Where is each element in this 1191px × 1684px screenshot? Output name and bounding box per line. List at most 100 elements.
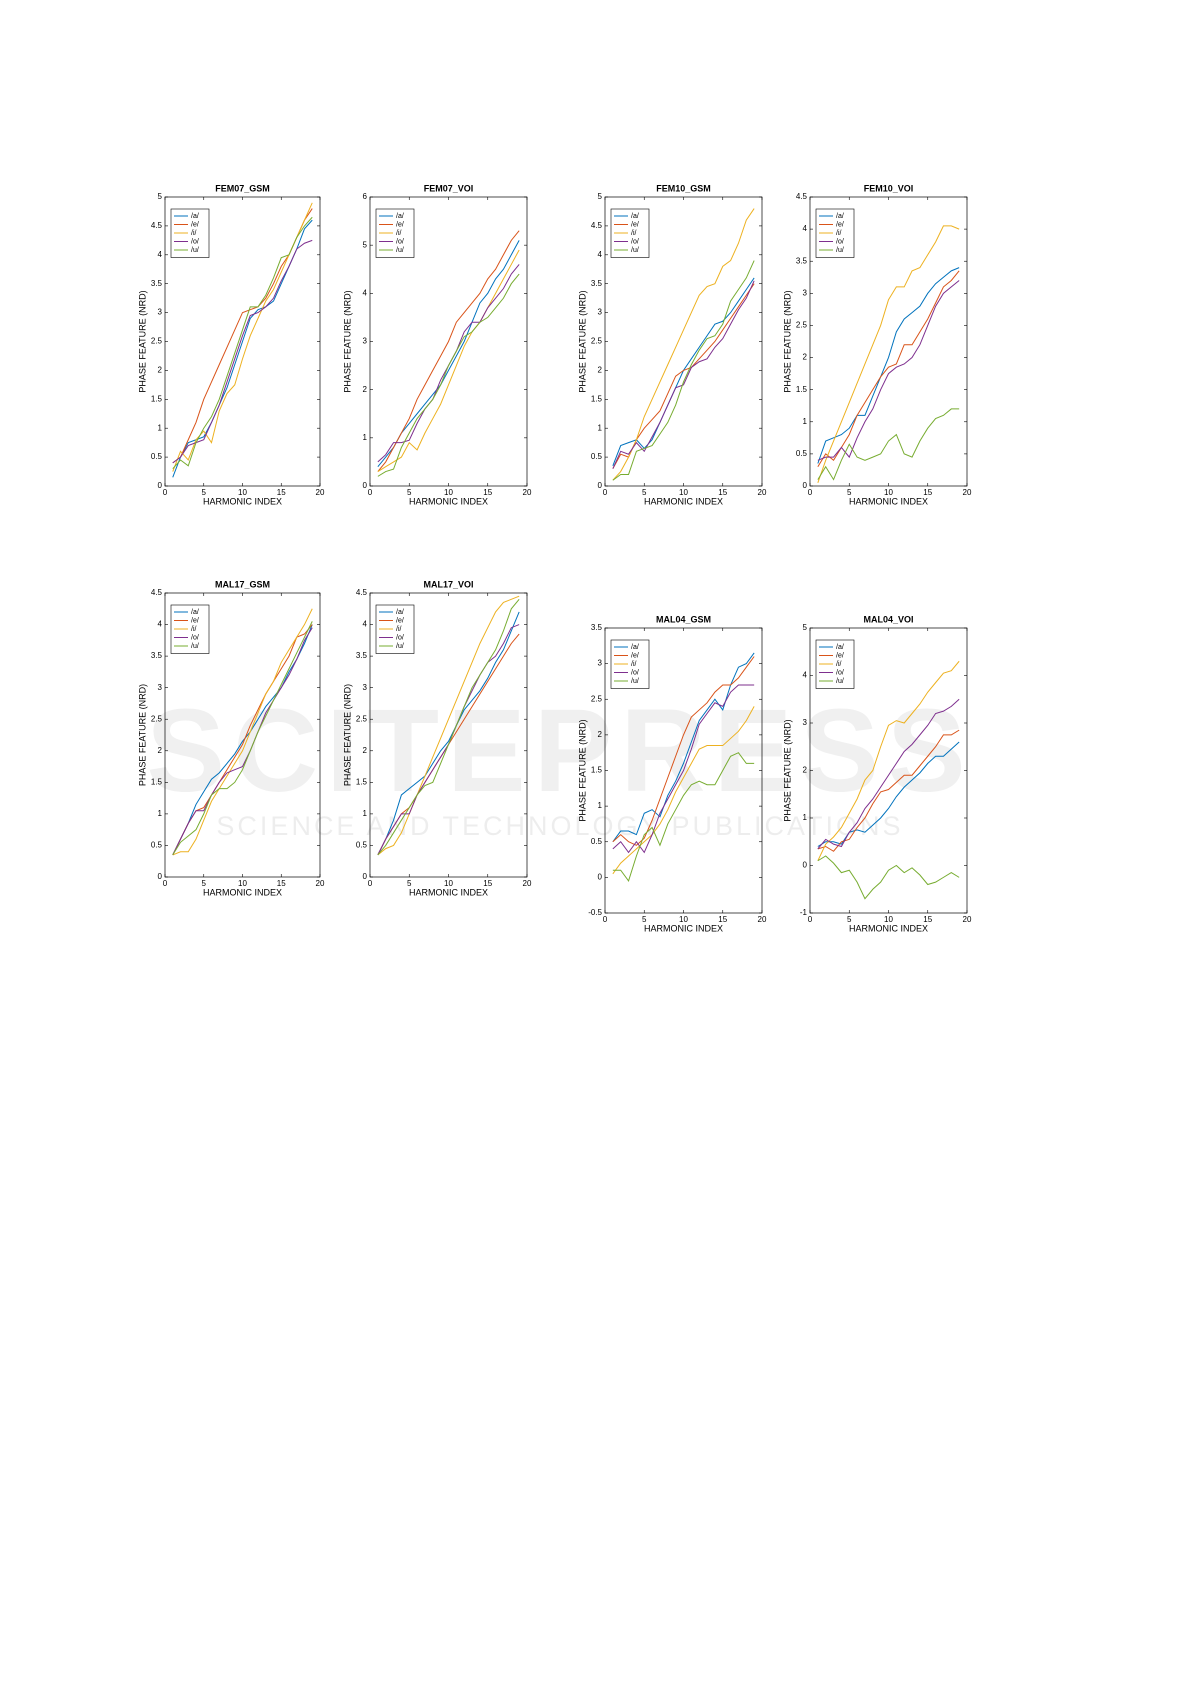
y-tick-label: 0.5 bbox=[591, 452, 603, 461]
legend-label: /e/ bbox=[191, 617, 199, 624]
series-line bbox=[172, 608, 313, 856]
y-tick-label: 3.5 bbox=[591, 279, 603, 288]
plot-frame bbox=[809, 627, 968, 914]
y-tick-label: 1 bbox=[803, 813, 808, 822]
y-tick-label: 2.5 bbox=[591, 337, 603, 346]
y-tick-label: 1 bbox=[598, 423, 603, 432]
legend-label: /a/ bbox=[836, 213, 844, 220]
legend-label: /u/ bbox=[191, 643, 199, 650]
x-tick-label: 0 bbox=[808, 915, 813, 924]
y-tick-label: 4 bbox=[363, 620, 368, 629]
y-tick-label: 0.5 bbox=[591, 837, 603, 846]
y-tick-label: 3 bbox=[363, 683, 368, 692]
legend-label: /a/ bbox=[191, 609, 199, 616]
series-line bbox=[817, 408, 960, 481]
chart-title: FEM07_GSM bbox=[215, 183, 270, 193]
y-tick-label: 2 bbox=[363, 385, 368, 394]
y-axis-label: PHASE FEATURE (NRD) bbox=[577, 290, 587, 392]
y-tick-label: 1.5 bbox=[356, 777, 368, 786]
legend-label: /o/ bbox=[631, 238, 639, 245]
series-line bbox=[612, 208, 755, 481]
y-tick-label: 3 bbox=[598, 308, 603, 317]
series-line bbox=[612, 656, 755, 846]
x-tick-label: 0 bbox=[368, 879, 373, 888]
y-tick-label: 0.5 bbox=[796, 449, 808, 458]
chart-title: FEM10_GSM bbox=[656, 183, 711, 193]
x-tick-label: 10 bbox=[884, 488, 893, 497]
series-line bbox=[612, 260, 755, 481]
series-line bbox=[817, 267, 960, 464]
y-tick-label: 3 bbox=[158, 683, 163, 692]
y-tick-label: 0 bbox=[598, 872, 603, 881]
y-axis-label: PHASE FEATURE (NRD) bbox=[342, 684, 352, 786]
x-tick-label: 20 bbox=[523, 879, 532, 888]
x-tick-label: 15 bbox=[718, 915, 727, 924]
y-axis-label: PHASE FEATURE (NRD) bbox=[577, 719, 587, 821]
series-line bbox=[612, 706, 755, 875]
x-tick-label: 20 bbox=[523, 488, 532, 497]
x-tick-label: 0 bbox=[603, 915, 608, 924]
legend-label: /o/ bbox=[836, 669, 844, 676]
x-tick-label: 5 bbox=[202, 879, 207, 888]
watermark-sub: SCIENCE AND TECHNOLOGY PUBLICATIONS bbox=[216, 811, 903, 841]
legend-label: /o/ bbox=[396, 634, 404, 641]
y-tick-label: -1 bbox=[800, 908, 808, 917]
x-tick-label: 20 bbox=[316, 488, 325, 497]
x-axis-label: HARMONIC INDEX bbox=[203, 496, 282, 506]
x-tick-label: 15 bbox=[277, 488, 286, 497]
chart: FEM10_GSM HARMONIC INDEX PHASE FEATURE (NR… bbox=[577, 183, 767, 506]
x-tick-label: 10 bbox=[238, 488, 247, 497]
legend-label: /e/ bbox=[396, 221, 404, 228]
legend-label: /e/ bbox=[631, 652, 639, 659]
y-tick-label: 4 bbox=[363, 288, 368, 297]
legend-label: /o/ bbox=[191, 634, 199, 641]
y-tick-label: 1.5 bbox=[591, 766, 603, 775]
y-tick-label: 0 bbox=[363, 872, 368, 881]
y-tick-label: 3 bbox=[598, 659, 603, 668]
series-line bbox=[377, 230, 520, 472]
series-line bbox=[612, 684, 755, 854]
y-tick-label: 5 bbox=[598, 192, 603, 201]
y-tick-label: 3 bbox=[363, 337, 368, 346]
series-line bbox=[817, 225, 960, 483]
y-tick-label: 0 bbox=[158, 872, 163, 881]
y-tick-label: 3.5 bbox=[796, 256, 808, 265]
legend-label: /i/ bbox=[836, 661, 842, 668]
y-tick-label: 4.5 bbox=[151, 588, 163, 597]
y-tick-label: 3.5 bbox=[151, 279, 163, 288]
legend-label: /o/ bbox=[836, 238, 844, 245]
legend-label: /a/ bbox=[396, 609, 404, 616]
series-line bbox=[612, 280, 755, 469]
x-tick-label: 20 bbox=[758, 915, 767, 924]
legend-label: /a/ bbox=[396, 213, 404, 220]
x-axis-label: HARMONIC INDEX bbox=[203, 887, 282, 897]
y-tick-label: 2 bbox=[598, 366, 603, 375]
legend-label: /i/ bbox=[191, 626, 197, 633]
chart: FEM07_GSM HARMONIC INDEX PHASE FEATURE (NR… bbox=[137, 183, 325, 506]
y-tick-label: 4.5 bbox=[151, 221, 163, 230]
y-tick-label: 5 bbox=[803, 623, 808, 632]
x-tick-label: 10 bbox=[444, 879, 453, 888]
y-tick-label: 2 bbox=[158, 746, 163, 755]
series-line bbox=[172, 624, 313, 856]
x-tick-label: 5 bbox=[407, 879, 412, 888]
plot-frame bbox=[369, 592, 528, 878]
series-line bbox=[172, 621, 313, 856]
chart-title: MAL04_GSM bbox=[656, 614, 711, 624]
x-tick-label: 20 bbox=[316, 879, 325, 888]
series-line bbox=[172, 627, 313, 856]
y-axis-label: PHASE FEATURE (NRD) bbox=[782, 719, 792, 821]
y-tick-label: 4.5 bbox=[796, 192, 808, 201]
y-tick-label: 2 bbox=[803, 353, 808, 362]
x-tick-label: 15 bbox=[483, 879, 492, 888]
series-line bbox=[172, 216, 313, 469]
chart-title: FEM07_VOI bbox=[424, 183, 474, 193]
y-tick-label: 3.5 bbox=[591, 623, 603, 632]
plot-frame bbox=[164, 592, 321, 878]
legend-label: /u/ bbox=[631, 247, 639, 254]
y-tick-label: 0 bbox=[803, 861, 808, 870]
legend-label: /e/ bbox=[836, 652, 844, 659]
legend-label: /o/ bbox=[396, 238, 404, 245]
y-tick-label: 5 bbox=[158, 192, 163, 201]
